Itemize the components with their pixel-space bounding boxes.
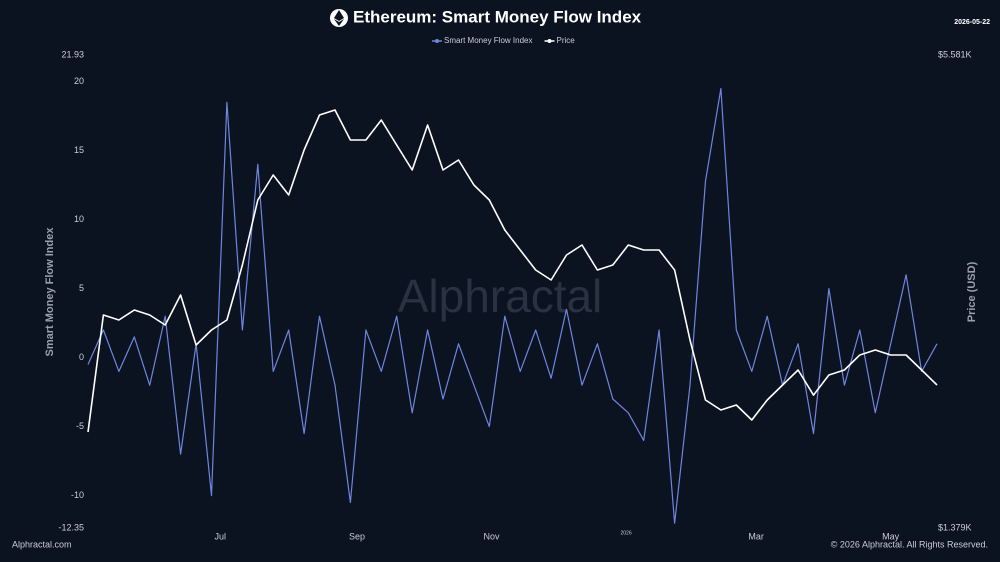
source: Alphractal.com xyxy=(12,539,72,549)
y-tick-label: 10 xyxy=(74,214,84,224)
y-tick-label: 21.93 xyxy=(61,49,84,59)
chart-title: Ethereum: Smart Money Flow Index xyxy=(353,7,642,26)
legend-label: Price xyxy=(556,36,575,45)
y-tick-label: 5 xyxy=(79,283,84,293)
x-tick-label: Sep xyxy=(349,531,365,541)
watermark: Alphractal xyxy=(398,270,603,322)
y2-axis-label: Price (USD) xyxy=(966,261,978,322)
eth-icon xyxy=(330,9,348,27)
y-tick-label: 0 xyxy=(79,352,84,362)
legend-label: Smart Money Flow Index xyxy=(444,36,532,45)
x-tick-label: Jul xyxy=(215,531,227,541)
x-tick-label: Nov xyxy=(484,531,501,541)
x-tick-label: May xyxy=(882,531,900,541)
y-axis-label: Smart Money Flow Index xyxy=(44,227,56,357)
legend: Smart Money Flow Index Price xyxy=(432,36,575,45)
y-tick-label: 20 xyxy=(74,76,84,86)
copyright: © 2026 Alphractal. All Rights Reserved. xyxy=(831,539,988,549)
y2-tick-label: $5.581K xyxy=(938,49,972,59)
date: 2026-05-22 xyxy=(954,19,990,26)
series-line xyxy=(87,109,938,433)
legend-dot xyxy=(435,39,439,43)
y2-tick-label: $1.379K xyxy=(938,522,972,532)
y-tick-label: -10 xyxy=(71,490,84,500)
x-tick-label: Mar xyxy=(748,531,764,541)
y-tick-label: -12.35 xyxy=(58,522,84,532)
y-tick-label: 15 xyxy=(74,145,84,155)
legend-dot xyxy=(547,39,552,43)
y-tick-label: -5 xyxy=(76,421,84,431)
series-line xyxy=(87,87,938,524)
x-tick-label: 2026 xyxy=(621,530,632,536)
